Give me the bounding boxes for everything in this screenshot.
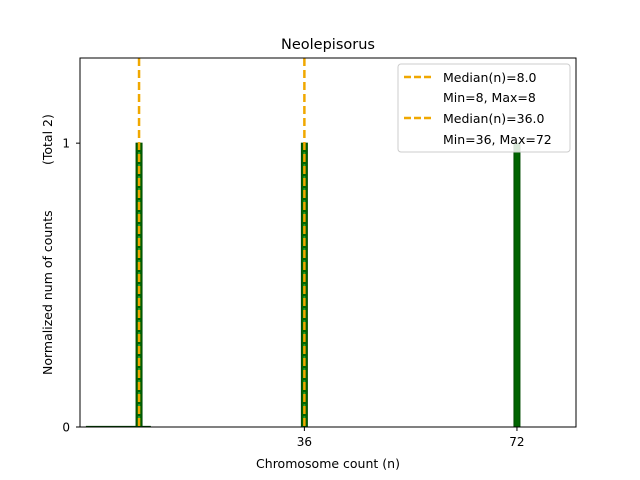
legend-box <box>397 63 571 153</box>
y-tick-label-1: 1 <box>62 137 70 151</box>
axis-ticks: 36 72 0 1 <box>62 137 524 449</box>
chart-title: Neolepisorus <box>281 37 375 53</box>
y-tick-label-0: 0 <box>62 421 70 435</box>
legend-median-label-2: Median(n)=36.0 <box>443 111 544 126</box>
y-axis-label: Normalized num of counts <box>40 210 55 375</box>
x-axis-label: Chromosome count (n) <box>256 456 400 471</box>
bar-2 <box>513 142 521 428</box>
legend: Median(n)=8.0 Min=8, Max=8 Median(n)=36.… <box>397 63 571 153</box>
x-tick-label-1: 72 <box>509 435 524 449</box>
legend-median-label-1: Median(n)=8.0 <box>443 70 537 85</box>
legend-range-label-2: Min=36, Max=72 <box>443 132 552 147</box>
legend-range-label-1: Min=8, Max=8 <box>443 90 536 105</box>
y-axis-total-label: (Total 2) <box>40 114 55 165</box>
plot-frame <box>79 57 577 428</box>
x-tick-label-0: 36 <box>297 435 312 449</box>
